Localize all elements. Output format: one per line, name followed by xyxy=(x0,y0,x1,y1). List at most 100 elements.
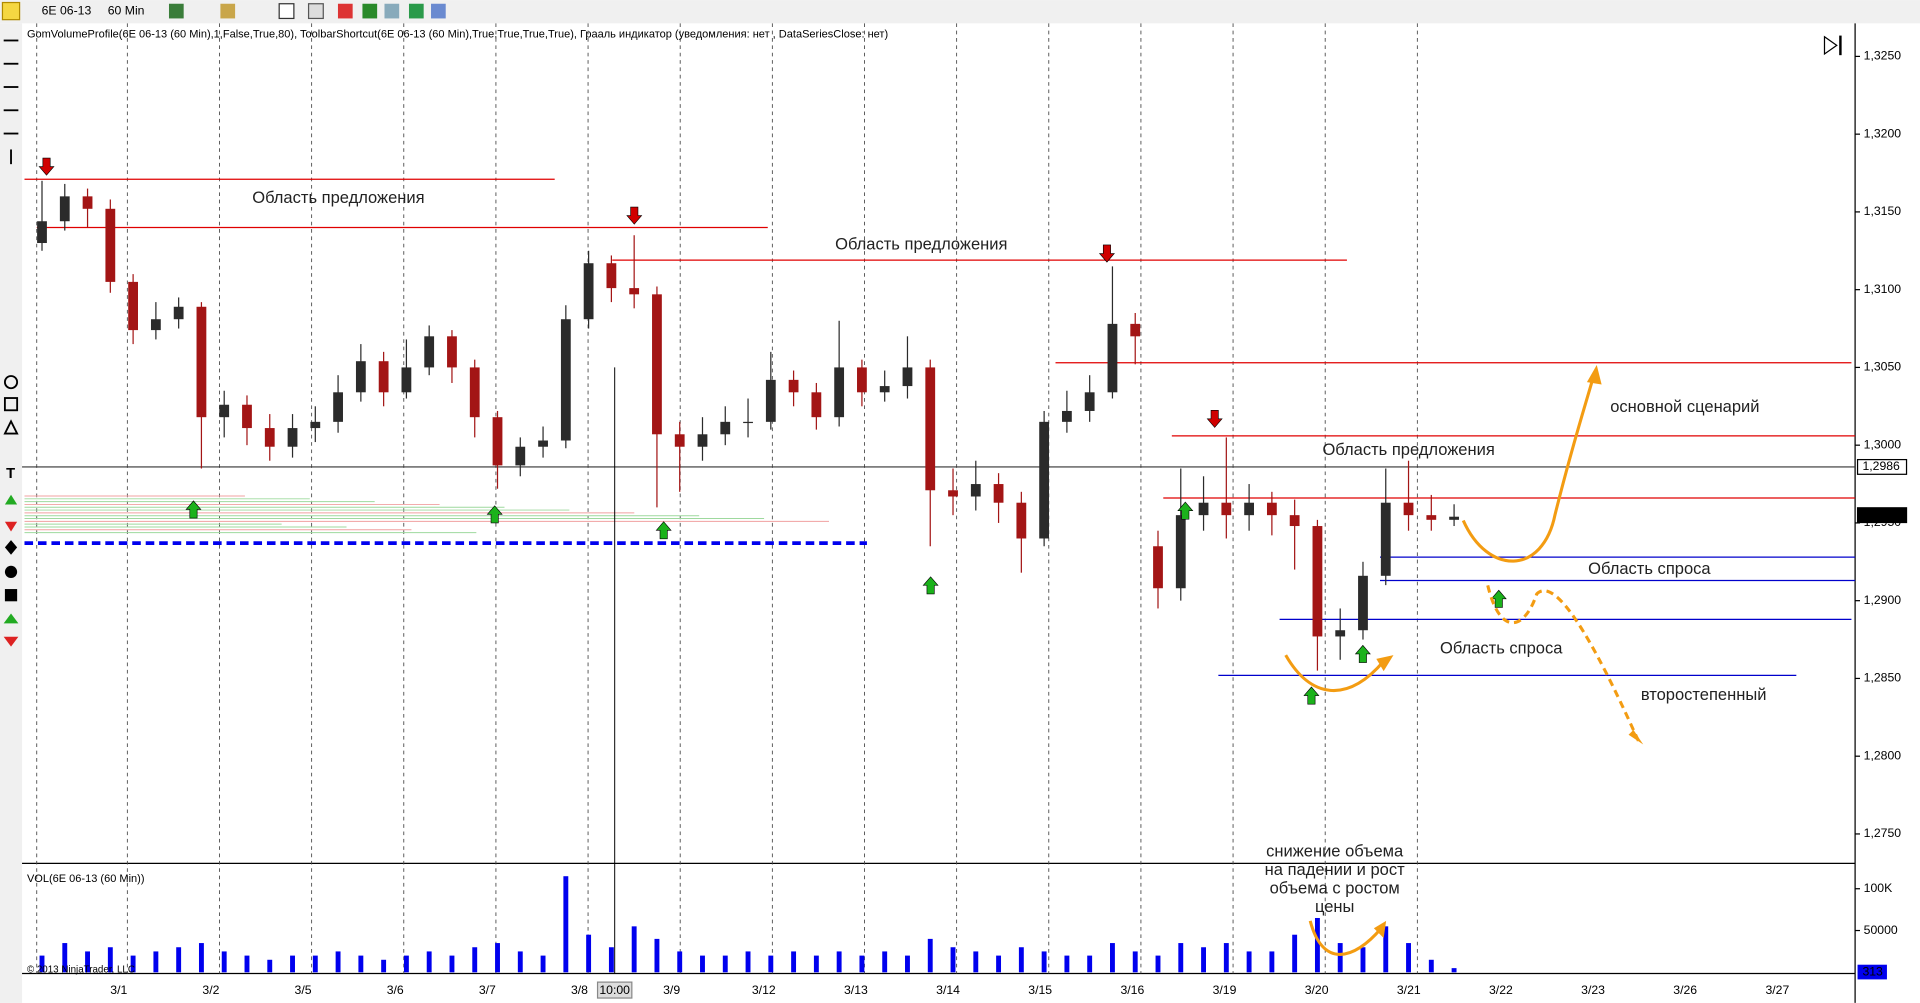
tool-square[interactable] xyxy=(4,589,18,602)
candle-body xyxy=(287,428,298,447)
x-tick-label: 3/8 xyxy=(571,983,588,997)
volume-bar xyxy=(791,951,797,973)
play-button[interactable] xyxy=(1823,35,1842,56)
x-tick-label: 3/5 xyxy=(295,983,312,997)
tool-triangle-down[interactable] xyxy=(3,636,19,647)
volume-bar xyxy=(244,955,250,973)
candle-body xyxy=(1358,575,1368,631)
zoom-button[interactable] xyxy=(307,3,324,20)
annotation: Область предложения xyxy=(1322,440,1494,459)
candle-body xyxy=(1175,515,1186,589)
scenario-arrow xyxy=(1308,920,1383,956)
x-tick-label: 3/13 xyxy=(844,983,868,997)
interval-selector[interactable]: 60 Min xyxy=(108,3,145,17)
candle-body xyxy=(310,421,321,429)
candle-body xyxy=(560,319,571,441)
last-price-label: 1,2955 xyxy=(1862,507,1900,521)
candle-body xyxy=(264,428,275,447)
sell-signal xyxy=(1206,409,1223,428)
volume-bar xyxy=(1110,943,1115,973)
buy-signal xyxy=(1490,589,1507,608)
tool-arrow-up[interactable] xyxy=(4,494,18,505)
candle-body xyxy=(150,319,161,331)
tool-triangle[interactable] xyxy=(3,419,19,435)
candle-body xyxy=(447,336,457,368)
candle-body xyxy=(1426,515,1437,520)
annotation: Область спроса xyxy=(1588,559,1711,578)
candle-body xyxy=(1244,502,1254,516)
volume-bar xyxy=(973,951,979,973)
candle-body xyxy=(1016,502,1027,539)
draw-button[interactable] xyxy=(220,3,236,19)
volume-bar xyxy=(39,955,45,973)
volume-bar xyxy=(1223,943,1229,973)
volume-bar xyxy=(1428,959,1434,973)
tool-text[interactable]: T xyxy=(6,466,15,482)
annotation: основной сценарий xyxy=(1610,397,1759,416)
y-tick-label: 1,2850 xyxy=(1864,671,1902,685)
candle-body xyxy=(993,484,1004,503)
x-tick-label: 3/9 xyxy=(663,983,680,997)
volume-bar xyxy=(1292,934,1298,973)
candle-body xyxy=(652,294,662,435)
volume-bar xyxy=(745,951,751,973)
sell-signal xyxy=(626,206,643,225)
volume-tick-label: 50000 xyxy=(1864,923,1898,937)
volume-bar xyxy=(517,951,523,973)
strategies-button[interactable] xyxy=(384,3,400,19)
tool-ellipse[interactable] xyxy=(3,375,19,390)
toolbar-buttons xyxy=(168,3,446,20)
y-tick-label: 1,3250 xyxy=(1864,49,1902,63)
volume-bar xyxy=(312,955,318,973)
buy-signal xyxy=(185,500,202,519)
indicators-button[interactable] xyxy=(362,3,378,19)
volume-bar xyxy=(267,959,273,973)
arrow-head xyxy=(1373,920,1387,939)
volume-bar xyxy=(62,943,68,973)
template-button[interactable] xyxy=(431,3,446,19)
candle-body xyxy=(355,361,366,393)
buy-signal xyxy=(486,505,503,524)
buy-signal xyxy=(1303,686,1320,705)
toolbar-icon[interactable] xyxy=(1,1,21,21)
y-tick-label: 1,3200 xyxy=(1864,126,1902,140)
volume-bar xyxy=(403,955,409,973)
bar-type-button[interactable] xyxy=(168,3,184,19)
volume-annotation: на падении и рост xyxy=(1265,860,1405,879)
volume-bar xyxy=(426,951,432,973)
candle-body xyxy=(469,367,480,418)
volume-bar xyxy=(1041,951,1047,973)
properties-button[interactable] xyxy=(337,3,353,19)
tool-triangle-up[interactable] xyxy=(3,613,19,624)
arrow-head xyxy=(1628,729,1644,745)
sell-signal xyxy=(1098,244,1115,263)
candle-body xyxy=(948,490,958,497)
candle-body xyxy=(857,367,867,393)
scenario-arrow xyxy=(1461,373,1596,563)
instrument-selector[interactable]: 6E 06-13 xyxy=(42,3,92,17)
volume-bar xyxy=(950,947,956,973)
volume-bar xyxy=(335,951,341,973)
volume-bar xyxy=(905,955,910,973)
volume-bar xyxy=(927,938,933,973)
candle-body xyxy=(1266,502,1277,516)
y-tick-label: 1,2750 xyxy=(1864,826,1902,840)
volume-bar xyxy=(358,955,364,973)
last-volume-box xyxy=(1857,964,1887,980)
scenario-arrow xyxy=(1284,654,1385,692)
y-tick-label: 1,2900 xyxy=(1864,593,1902,607)
volume-annotation: цены xyxy=(1315,897,1354,916)
tool-rectangle[interactable] xyxy=(3,397,19,412)
candle-body xyxy=(1312,526,1323,637)
drawing-tools xyxy=(3,39,19,435)
data-box-button[interactable] xyxy=(408,3,424,19)
volume-bar xyxy=(677,951,683,973)
tool-arrow-down[interactable] xyxy=(4,521,18,532)
volume-bar xyxy=(882,951,888,973)
y-tick-label: 1,3000 xyxy=(1864,437,1902,451)
crosshair-button[interactable] xyxy=(278,3,295,20)
candle-body xyxy=(1039,421,1050,539)
tool-dot[interactable] xyxy=(4,565,18,579)
scenario-arrow xyxy=(1486,585,1640,742)
last-price-box xyxy=(1856,507,1908,524)
